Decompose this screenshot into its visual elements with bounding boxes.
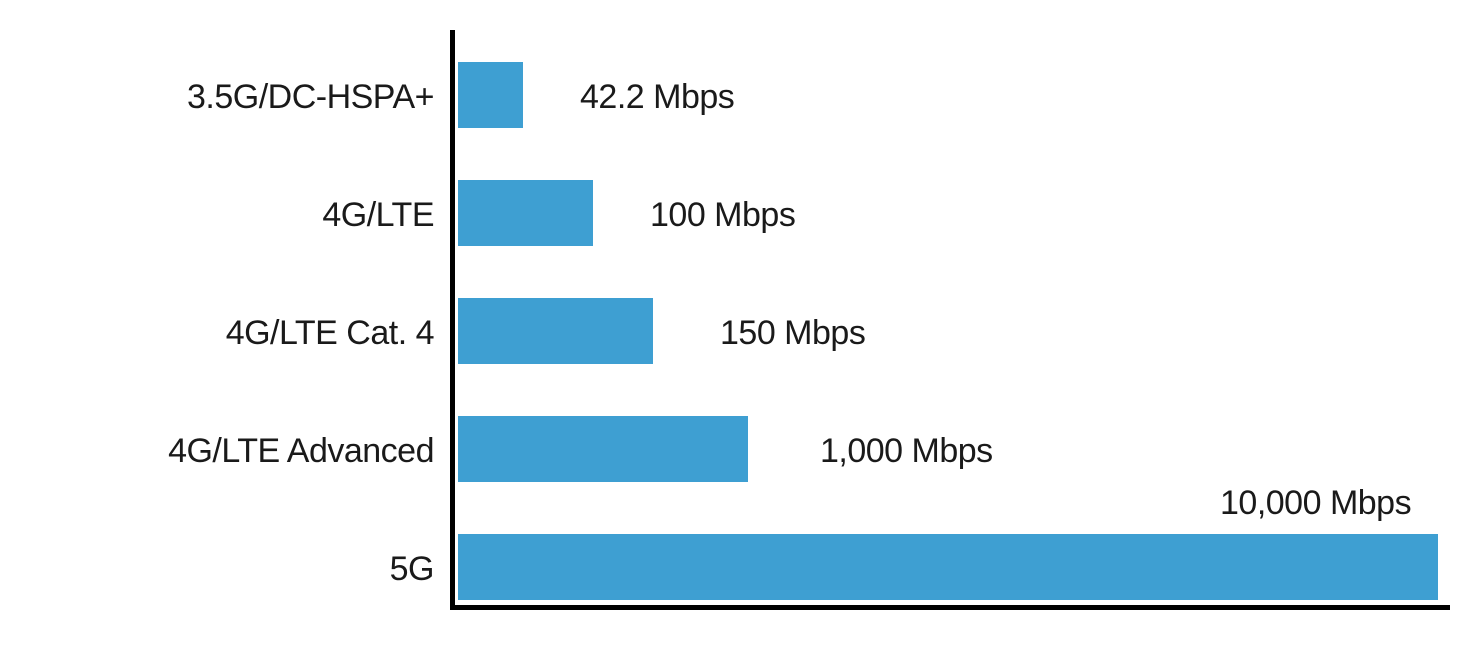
chart-row: 3.5G/DC-HSPA+ 42.2 Mbps: [0, 62, 1484, 128]
category-label: 5G: [390, 550, 434, 589]
bar: [458, 180, 593, 246]
chart-row: 5G10,000 Mbps: [0, 534, 1484, 600]
category-label: 4G/LTE Cat. 4: [226, 314, 434, 353]
category-label: 3.5G/DC-HSPA+: [187, 78, 434, 117]
chart-row: 4G/LTE Cat. 4 150 Mbps: [0, 298, 1484, 364]
bar: [458, 298, 653, 364]
category-label: 4G/LTE Advanced: [168, 432, 434, 471]
value-label: 1,000 Mbps: [820, 432, 993, 471]
chart-row: 4G/LTE Advanced 1,000 Mbps: [0, 416, 1484, 482]
category-label: 4G/LTE: [322, 196, 434, 235]
speed-bar-chart: 3.5G/DC-HSPA+42.2 Mbps4G/LTE100 Mbps4G/L…: [0, 30, 1484, 630]
bar: [458, 534, 1438, 600]
bar: [458, 62, 523, 128]
x-axis: [450, 605, 1450, 610]
value-label: 10,000 Mbps: [1220, 484, 1411, 523]
value-label: 150 Mbps: [720, 314, 865, 353]
value-label: 100 Mbps: [650, 196, 795, 235]
bar: [458, 416, 748, 482]
value-label: 42.2 Mbps: [580, 78, 734, 117]
chart-row: 4G/LTE 100 Mbps: [0, 180, 1484, 246]
